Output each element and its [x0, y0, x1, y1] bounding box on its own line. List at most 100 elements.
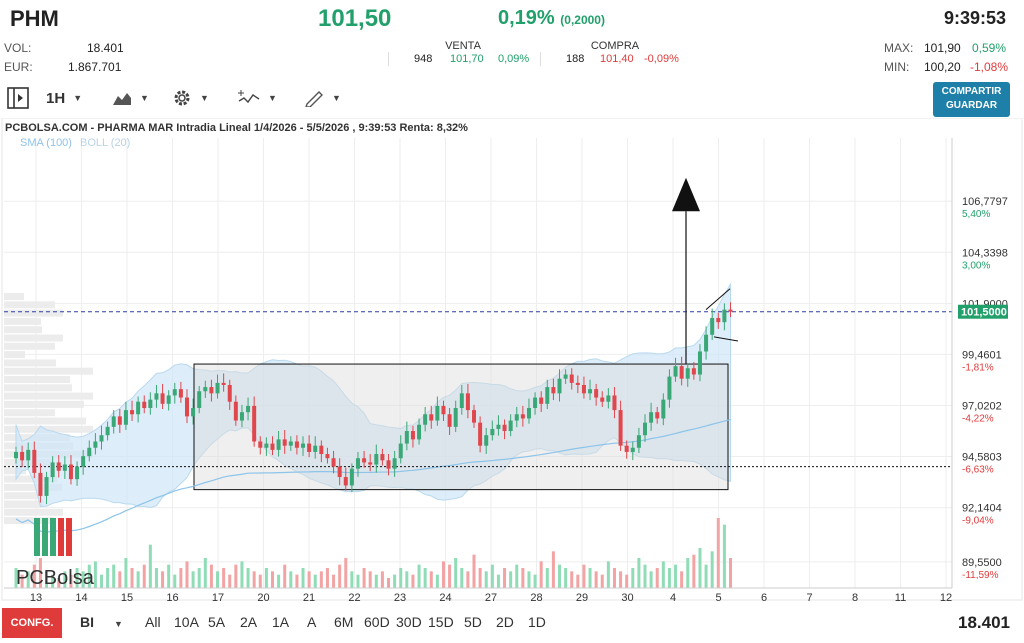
- candle-body: [643, 422, 648, 436]
- interval-selector[interactable]: 1H ▼: [46, 84, 82, 112]
- candle-body: [117, 416, 122, 425]
- range-button-10a[interactable]: 10A: [174, 614, 199, 630]
- logo-bar: [58, 518, 64, 556]
- volume-bar: [51, 574, 55, 588]
- volume-bar: [564, 568, 568, 588]
- volume-bar: [667, 568, 671, 588]
- profile-bar: [4, 492, 39, 500]
- volume-bar: [154, 568, 158, 588]
- profile-bar: [4, 359, 56, 367]
- legend-boll: BOLL (20): [80, 137, 130, 149]
- ticker-symbol: PHM: [10, 6, 59, 31]
- candle-body: [111, 416, 116, 427]
- volume-bar: [118, 571, 122, 588]
- volume-bar: [93, 561, 97, 588]
- candle-body: [710, 318, 715, 335]
- range-button-5d[interactable]: 5D: [464, 614, 482, 630]
- candle-body: [56, 462, 61, 471]
- bottom-bar: CONFG. BI ▼ All 10A 5A 2A 1A A 6M 60D 30D 15D 5D 2D 1…: [0, 604, 1024, 643]
- range-button-1d[interactable]: 1D: [528, 614, 546, 630]
- y-tick-pct: 5,40%: [962, 209, 990, 220]
- volume-bar: [203, 558, 207, 588]
- profile-bar: [4, 425, 93, 433]
- range-button-60d[interactable]: 60D: [364, 614, 390, 630]
- volume-bar: [295, 574, 299, 588]
- y-tick-label: 106,7797: [962, 196, 1008, 208]
- quote-time: 9:39:53: [943, 8, 1006, 28]
- candle-body: [87, 447, 92, 457]
- venta-qty: 948: [414, 53, 433, 65]
- volume-bar: [722, 524, 726, 588]
- range-button-5a[interactable]: 5A: [208, 614, 226, 630]
- range-button-2a[interactable]: 2A: [240, 614, 258, 630]
- chart-toolbar: 1H ▼ ▼ ▼ ▼ ▼: [0, 84, 1024, 112]
- mode-selector[interactable]: BI ▼: [80, 614, 123, 630]
- share-save-button[interactable]: COMPARTIR GUARDAR: [933, 82, 1010, 117]
- config-button[interactable]: CONFG.: [2, 608, 62, 638]
- min-label: MIN:: [884, 60, 910, 74]
- range-button-a[interactable]: A: [307, 614, 317, 630]
- y-tick-pct: -9,04%: [962, 516, 994, 527]
- range-button-6m[interactable]: 6M: [334, 614, 354, 630]
- volume-bar: [472, 554, 476, 588]
- candle-body: [203, 387, 208, 392]
- chart-type-selector[interactable]: ▼: [112, 84, 149, 112]
- candle-body: [447, 414, 452, 427]
- sidebar-toggle-button[interactable]: [6, 84, 30, 112]
- compra-divider: [540, 52, 541, 66]
- candle-body: [184, 397, 189, 417]
- candle-body: [38, 472, 43, 496]
- candle-body: [618, 410, 623, 446]
- range-button-30d[interactable]: 30D: [396, 614, 422, 630]
- volume-bar: [197, 568, 201, 588]
- area-chart-icon: [113, 93, 131, 105]
- x-tick-label: 21: [303, 592, 315, 604]
- volume-bar: [606, 561, 610, 588]
- candle-body: [319, 445, 324, 455]
- indicators-selector[interactable]: ▼: [238, 84, 277, 112]
- target-arrow: [672, 177, 739, 365]
- volume-bar: [277, 574, 281, 588]
- candle-body: [355, 458, 360, 469]
- candle-body: [227, 384, 232, 402]
- candle-body: [362, 458, 367, 463]
- candle-body: [655, 412, 660, 419]
- candle-body: [99, 435, 104, 442]
- candle-body: [667, 376, 672, 400]
- volume-bar: [185, 561, 189, 588]
- sma-line: [15, 418, 731, 533]
- range-button-all[interactable]: All: [145, 614, 161, 630]
- range-button-1a[interactable]: 1A: [272, 614, 290, 630]
- range-button-2d[interactable]: 2D: [496, 614, 514, 630]
- max-label: MAX:: [884, 41, 914, 55]
- volume-bar: [356, 574, 360, 588]
- volume-bar: [338, 564, 342, 588]
- logo-bar: [42, 518, 48, 556]
- candle-body: [191, 408, 196, 417]
- last-price: 101,50: [318, 5, 392, 32]
- candle-body: [14, 451, 18, 459]
- candle-body: [569, 374, 574, 383]
- x-tick-label: 16: [166, 592, 178, 604]
- drawing-tools-selector[interactable]: ▼: [304, 84, 341, 112]
- volume-bar: [368, 571, 372, 588]
- y-tick-pct: -6,63%: [962, 465, 994, 476]
- volume-bar: [686, 558, 690, 588]
- volume-bar: [393, 574, 397, 588]
- price-chart[interactable]: 106,77975,40%104,33983,00%101,900099,460…: [0, 118, 1024, 604]
- candle-body: [728, 309, 733, 312]
- candle-body: [636, 435, 641, 448]
- x-tick-label: 17: [212, 592, 224, 604]
- candle-body: [337, 466, 342, 478]
- x-tick-label: 12: [940, 592, 952, 604]
- settings-selector[interactable]: ▼: [172, 84, 209, 112]
- x-tick-label: 5: [715, 592, 721, 604]
- volume-bar: [313, 574, 317, 588]
- candle-body: [441, 405, 446, 415]
- x-tick-label: 30: [621, 592, 633, 604]
- volume-bar: [441, 561, 445, 588]
- chevron-down-icon: ▼: [140, 93, 149, 103]
- volume-bar: [283, 564, 287, 588]
- volume-bar: [57, 578, 61, 588]
- range-button-15d[interactable]: 15D: [428, 614, 454, 630]
